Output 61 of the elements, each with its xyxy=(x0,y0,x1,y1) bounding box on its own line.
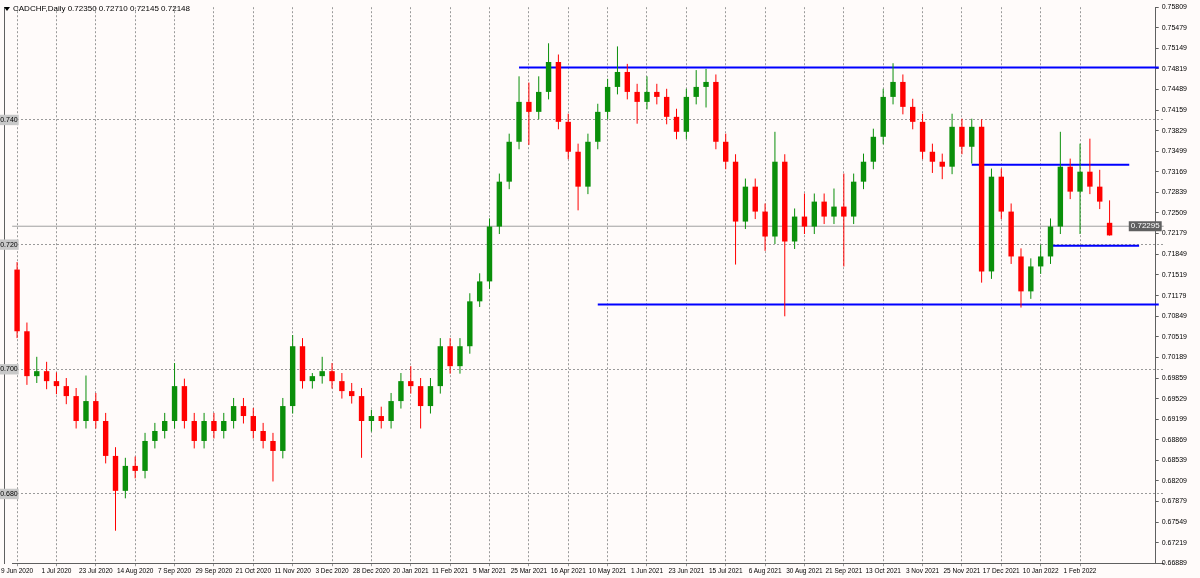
candlestick xyxy=(673,108,680,140)
candlestick xyxy=(43,361,50,390)
candlestick xyxy=(53,371,60,395)
candlestick xyxy=(801,193,808,235)
candlestick xyxy=(378,406,384,429)
ref-line-label: 0.72295 xyxy=(1130,221,1161,231)
candlestick xyxy=(1037,244,1044,275)
candlestick xyxy=(250,407,256,439)
candlestick xyxy=(1087,138,1093,195)
candlestick xyxy=(1077,143,1083,235)
candlestick xyxy=(644,75,650,110)
candlestick xyxy=(703,68,709,108)
candlestick xyxy=(536,75,542,120)
candlestick xyxy=(860,153,867,190)
candlestick xyxy=(693,69,699,105)
candlestick xyxy=(230,397,237,429)
candlestick xyxy=(1097,169,1103,210)
candlestick xyxy=(614,45,621,95)
candlestick xyxy=(368,409,375,433)
candlestick xyxy=(93,392,99,429)
candlestick xyxy=(634,83,640,125)
candlestick xyxy=(457,337,463,375)
candlestick xyxy=(329,362,335,390)
candlestick xyxy=(201,412,207,449)
candlestick xyxy=(476,272,483,308)
candlestick xyxy=(831,188,837,225)
candlestick xyxy=(191,412,197,449)
candlestick xyxy=(959,118,965,155)
candlestick xyxy=(408,365,414,395)
candlestick xyxy=(841,173,847,267)
candlestick xyxy=(319,356,325,385)
candlestick xyxy=(821,193,827,225)
candlestick xyxy=(427,377,434,415)
candlestick xyxy=(388,392,394,429)
candlestick xyxy=(654,83,660,105)
candlestick xyxy=(83,375,89,429)
candlestick xyxy=(260,422,266,449)
candlestick xyxy=(152,422,158,449)
candlestick xyxy=(398,372,404,410)
candlestick xyxy=(663,88,670,125)
candlestick xyxy=(221,412,227,439)
candlestick xyxy=(211,412,217,439)
candlestick xyxy=(162,412,168,439)
candlestick xyxy=(339,372,345,400)
candlestick xyxy=(624,63,631,100)
candlestick xyxy=(890,62,896,105)
candlestick xyxy=(63,377,69,405)
candlestick xyxy=(929,143,936,174)
candlestick xyxy=(447,337,453,375)
candlestick xyxy=(969,118,975,165)
candlestick xyxy=(270,432,276,482)
candlestick xyxy=(132,456,138,479)
candlestick xyxy=(417,377,424,429)
chart-title: CADCHF,Daily 0.72350 0.72710 0.72145 0.72148 xyxy=(13,4,191,13)
candlestick xyxy=(240,397,247,425)
candlestick xyxy=(526,82,532,146)
candlestick xyxy=(34,356,40,384)
candlestick xyxy=(349,382,355,405)
candlestick xyxy=(723,133,729,170)
candlestick xyxy=(910,98,916,130)
candlestick xyxy=(939,153,945,180)
